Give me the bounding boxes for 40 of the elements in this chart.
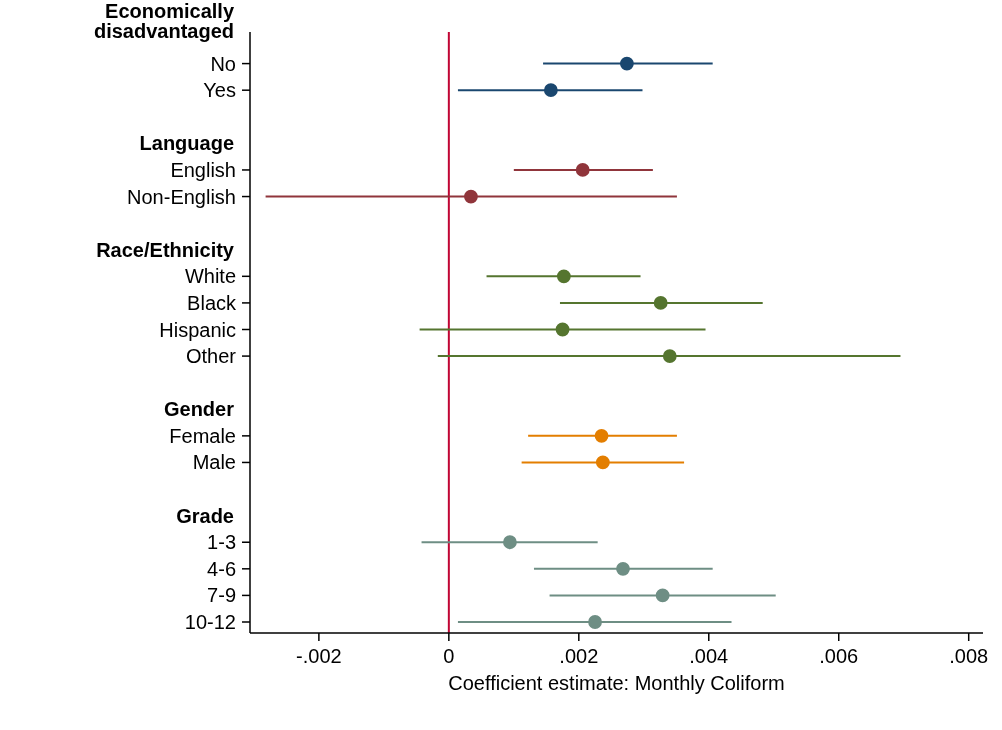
x-tick-label: .004 — [689, 645, 729, 667]
y-tick-label: Black — [187, 291, 237, 314]
point — [555, 322, 570, 337]
y-tick-label: Economically disadvantaged — [93, 0, 235, 42]
point — [655, 588, 670, 603]
y-tick-label: Language — [139, 132, 234, 155]
point — [653, 296, 668, 310]
point — [619, 56, 634, 71]
x-axis-title: Coefficient estimate: Monthly Coliform — [448, 672, 785, 694]
y-tick-label: No — [210, 52, 236, 75]
point — [575, 163, 590, 177]
y-tick-label: 10-12 — [184, 611, 236, 633]
x-tick-label: .002 — [559, 645, 599, 667]
x-tick-label: -.002 — [296, 645, 342, 667]
y-tick-label: 4-6 — [207, 557, 236, 580]
y-tick-label: Grade — [176, 504, 234, 527]
y-tick-label: Hispanic — [159, 318, 236, 341]
point — [595, 455, 610, 470]
y-tick-label: 7-9 — [207, 584, 236, 607]
y-tick-label: English — [170, 158, 236, 181]
x-tick-label: .008 — [949, 645, 989, 667]
y-tick-label: Race/Ethnicity — [96, 238, 235, 261]
point — [588, 615, 602, 629]
y-tick-label: Yes — [203, 79, 236, 102]
y-tick-label: Non-English — [127, 185, 236, 208]
y-tick-label: Female — [169, 424, 236, 447]
y-tick-label: 1-3 — [207, 531, 236, 554]
point — [503, 535, 517, 550]
point — [662, 349, 677, 363]
y-tick-label: White — [184, 265, 236, 288]
x-tick-label: .006 — [819, 645, 859, 667]
y-tick-label: Male — [192, 451, 236, 474]
y-tick-label: Other — [185, 345, 237, 368]
point — [464, 189, 478, 204]
point — [594, 428, 609, 443]
point — [543, 83, 558, 98]
point — [616, 561, 630, 576]
y-tick-label: Gender — [163, 398, 235, 421]
x-tick-label: 0 — [443, 645, 455, 667]
point — [556, 269, 571, 284]
